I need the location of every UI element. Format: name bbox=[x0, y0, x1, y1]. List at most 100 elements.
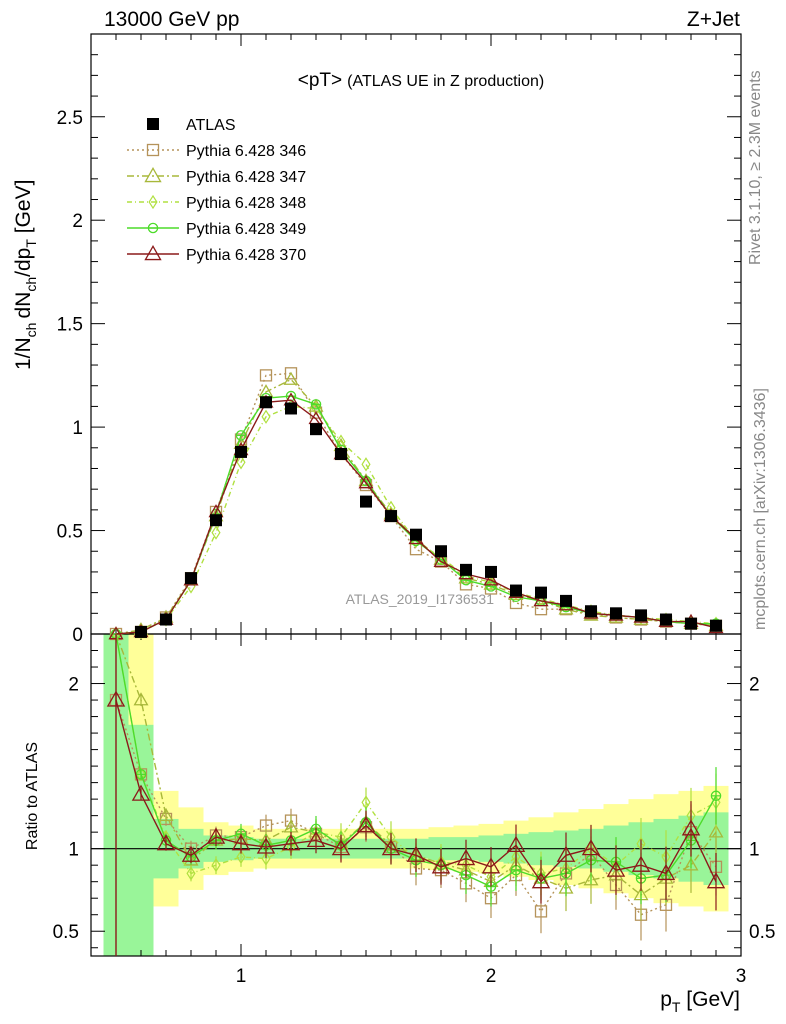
data-point bbox=[535, 586, 547, 599]
ratio-point-4 bbox=[356, 815, 376, 833]
legend-label-1: Pythia 6.428 347 bbox=[186, 169, 306, 186]
series-point-2 bbox=[211, 525, 221, 540]
legend: ATLAS Pythia 6.428 346 Pythia 6.428 347 Pyt… bbox=[127, 117, 306, 264]
y-tick-label: 2.5 bbox=[57, 108, 83, 129]
data-point bbox=[660, 613, 672, 626]
watermark: ATLAS_2019_I1736531 bbox=[346, 591, 495, 607]
header-right: Z+Jet bbox=[687, 8, 740, 31]
series-point-0 bbox=[284, 367, 298, 380]
ratio-point-4 bbox=[431, 857, 451, 874]
ratio-y-tick-label: 0.5 bbox=[53, 922, 79, 943]
x-tick-label: 2 bbox=[486, 966, 497, 987]
series-point-0 bbox=[259, 369, 273, 382]
y-tick-label: 2 bbox=[72, 211, 83, 232]
ratio-point-4 bbox=[506, 835, 526, 852]
x-axis-label: pT [GeV] bbox=[660, 988, 740, 1015]
data-point bbox=[185, 572, 197, 585]
ratio-point-2 bbox=[211, 858, 221, 873]
ratio-point-2 bbox=[261, 851, 271, 866]
x-tick-label: 3 bbox=[736, 966, 747, 987]
ratio-point-4 bbox=[256, 837, 276, 854]
legend-label-3: Pythia 6.428 349 bbox=[186, 221, 306, 238]
legend-label-0: Pythia 6.428 346 bbox=[186, 143, 306, 160]
legend-label-4: Pythia 6.428 370 bbox=[186, 247, 306, 264]
mcplots-label: mcplots.cern.ch [arXiv:1306.3436] bbox=[752, 388, 769, 630]
y-tick-label: 0.5 bbox=[57, 522, 83, 543]
data-point bbox=[610, 607, 622, 620]
data-point bbox=[635, 609, 647, 622]
ratio-point-4 bbox=[556, 845, 576, 862]
legend-marker-data bbox=[147, 118, 159, 130]
ratio-y-tick-label-right: 0.5 bbox=[749, 922, 775, 943]
ratio-point-4 bbox=[656, 863, 676, 881]
data-point bbox=[385, 510, 397, 523]
rivet-label: Rivet 3.1.10, ≥ 2.3M events bbox=[747, 70, 764, 265]
y-label-a: 1/N bbox=[12, 337, 35, 370]
series-point-0 bbox=[534, 603, 548, 616]
ratio-y-tick-label-right: 1 bbox=[749, 840, 760, 861]
ratio-point-4 bbox=[606, 860, 626, 877]
ratio-point-4 bbox=[181, 845, 201, 862]
ratio-point-4 bbox=[381, 839, 401, 856]
series-point-4 bbox=[433, 553, 449, 567]
ratio-point-4 bbox=[456, 849, 476, 866]
data-point bbox=[510, 584, 522, 597]
ratio-point-4 bbox=[631, 855, 651, 872]
ratio-point-4 bbox=[406, 845, 426, 862]
ratio-point-1 bbox=[183, 852, 199, 866]
data-point bbox=[685, 617, 697, 630]
ratio-point-4 bbox=[706, 872, 726, 889]
series-point-2 bbox=[236, 455, 246, 470]
ratio-point-4 bbox=[156, 834, 176, 851]
ratio-y-label: Ratio to ATLAS bbox=[24, 742, 41, 850]
data-point bbox=[335, 448, 347, 460]
ratio-point-0 bbox=[534, 905, 548, 918]
ratio-point-4 bbox=[331, 839, 351, 856]
ratio-point-4 bbox=[131, 784, 151, 801]
data-point bbox=[585, 605, 597, 618]
data-point bbox=[435, 545, 447, 558]
y-tick-label: 0 bbox=[72, 625, 83, 646]
legend-marker-4 bbox=[144, 245, 162, 261]
plot-title-sub: (ATLAS UE in Z production) bbox=[347, 73, 544, 90]
legend-label-2: Pythia 6.428 348 bbox=[186, 195, 306, 212]
ratio-point-4 bbox=[481, 857, 501, 874]
data-point bbox=[285, 402, 297, 415]
series-point-1 bbox=[283, 371, 299, 385]
data-point bbox=[710, 619, 722, 632]
y-tick-label: 1 bbox=[72, 418, 83, 439]
ratio-point-4 bbox=[681, 819, 701, 836]
y-axis-label: 1/NchdNch/dpT [GeV] bbox=[12, 180, 39, 370]
data-point bbox=[235, 445, 247, 458]
ratio-point-1 bbox=[583, 872, 599, 886]
data-point bbox=[560, 594, 572, 607]
main-series bbox=[108, 367, 724, 642]
data-point bbox=[460, 563, 472, 576]
ratio-point-4 bbox=[281, 834, 301, 851]
ratio-point-4 bbox=[581, 839, 601, 856]
series-point-2 bbox=[361, 457, 371, 472]
ratio-point-2 bbox=[136, 767, 146, 782]
ratio-point-4 bbox=[231, 834, 251, 851]
data-point bbox=[485, 565, 497, 578]
ratio-point-1 bbox=[158, 807, 174, 821]
y-tick-label: 1.5 bbox=[57, 315, 83, 336]
ratio-point-2 bbox=[186, 866, 196, 881]
data-point bbox=[210, 514, 222, 527]
legend-marker-2 bbox=[148, 194, 158, 210]
data-point bbox=[360, 495, 372, 508]
x-tick-label: 1 bbox=[236, 966, 247, 987]
data-point bbox=[310, 423, 322, 436]
legend-marker-0 bbox=[146, 143, 160, 157]
series-point-2 bbox=[261, 409, 271, 424]
ratio-y-tick-label-right: 2 bbox=[749, 675, 760, 696]
series-point-2 bbox=[311, 401, 321, 416]
axes-frame bbox=[90, 633, 742, 957]
data-point bbox=[135, 625, 147, 638]
ratio-series bbox=[106, 633, 726, 956]
ratio-point-4 bbox=[531, 872, 551, 889]
main-axes: 0 0.5 1 1.5 2 2.5 bbox=[57, 33, 742, 646]
ratio-y-tick-label: 1 bbox=[68, 840, 79, 861]
data-point bbox=[160, 613, 172, 626]
